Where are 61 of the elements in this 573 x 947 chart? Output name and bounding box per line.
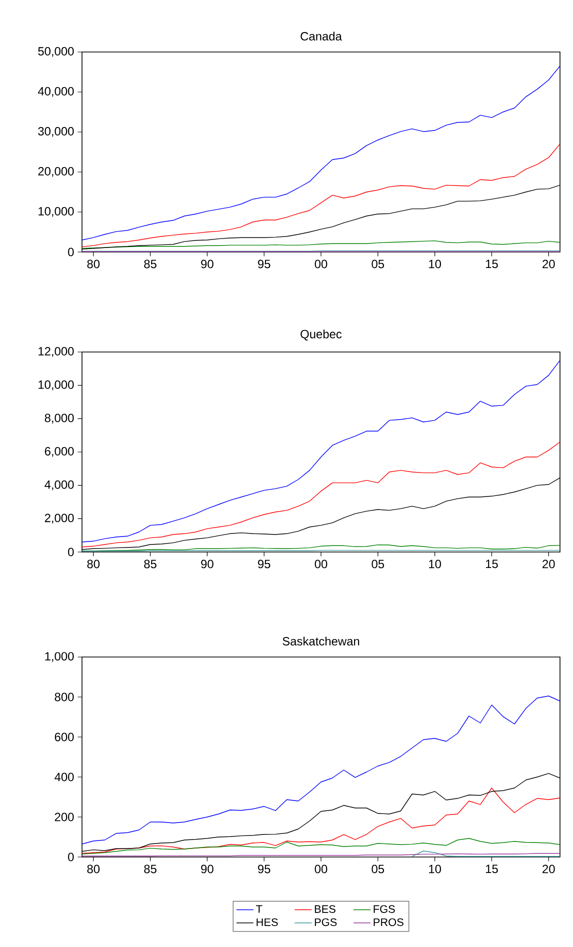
y-tick-label: 10,000 xyxy=(38,380,74,390)
x-tick-label: 00 xyxy=(314,560,328,568)
y-tick-label: 10,000 xyxy=(38,207,74,217)
x-tick-label: 80 xyxy=(87,560,100,568)
x-tick-label: 95 xyxy=(258,864,270,874)
y-tick-label: 40,000 xyxy=(38,87,74,97)
x-tick-label: 85 xyxy=(144,864,156,874)
x-tick-label: 90 xyxy=(201,864,214,874)
x-tick-label: 20 xyxy=(542,260,555,268)
y-tick-label: 4,000 xyxy=(44,480,74,490)
x-tick-label: 90 xyxy=(201,560,214,568)
chart-title: Canada xyxy=(300,32,342,40)
chart-title: Quebec xyxy=(300,330,342,340)
line-series xyxy=(82,838,560,854)
y-tick-label: 400 xyxy=(54,772,74,782)
line-series xyxy=(82,66,560,240)
x-tick-label: 00 xyxy=(314,864,328,874)
legend-label: BES xyxy=(314,905,336,913)
chart-title: Saskatchewan xyxy=(282,636,360,646)
x-tick-label: 05 xyxy=(372,864,384,874)
x-tick-label: 00 xyxy=(314,260,328,268)
y-tick-label: 0 xyxy=(68,248,74,256)
legend-label: PGS xyxy=(314,918,337,926)
y-tick-label: 0 xyxy=(68,548,74,556)
legend-label: T xyxy=(256,905,262,913)
y-tick-label: 20,000 xyxy=(38,167,74,177)
x-tick-label: 10 xyxy=(429,560,441,568)
legend-label: HES xyxy=(256,918,278,926)
y-tick-label: 30,000 xyxy=(38,127,74,137)
x-tick-label: 90 xyxy=(201,260,214,268)
x-tick-label: 20 xyxy=(542,864,555,874)
y-tick-label: 600 xyxy=(54,732,74,742)
x-tick-label: 15 xyxy=(486,864,498,874)
x-tick-label: 10 xyxy=(429,864,441,874)
y-tick-label: 800 xyxy=(54,692,74,702)
y-tick-label: 0 xyxy=(68,852,74,862)
x-tick-label: 95 xyxy=(258,560,270,568)
y-tick-label: 12,000 xyxy=(38,347,74,357)
x-tick-label: 15 xyxy=(486,560,498,568)
line-series xyxy=(82,696,560,844)
x-tick-label: 85 xyxy=(144,560,156,568)
y-tick-label: 2,000 xyxy=(44,514,74,524)
legend-label: PROS xyxy=(374,918,404,926)
x-tick-label: 85 xyxy=(144,260,156,268)
x-tick-label: 80 xyxy=(87,864,100,874)
y-tick-label: 200 xyxy=(54,812,74,822)
x-tick-label: 05 xyxy=(372,260,384,268)
y-tick-label: 6,000 xyxy=(44,447,74,457)
x-tick-label: 05 xyxy=(372,560,384,568)
x-tick-label: 95 xyxy=(258,260,270,268)
x-tick-label: 80 xyxy=(87,260,100,268)
y-tick-label: 50,000 xyxy=(38,47,74,57)
line-series xyxy=(82,360,560,542)
line-series xyxy=(82,788,560,854)
y-tick-label: 8,000 xyxy=(44,414,74,424)
legend-label: FGS xyxy=(374,905,395,913)
y-tick-label: 1,000 xyxy=(45,652,74,662)
x-tick-label: 10 xyxy=(429,260,441,268)
x-tick-label: 15 xyxy=(486,260,498,268)
line-series xyxy=(82,144,560,248)
x-tick-label: 20 xyxy=(542,560,555,568)
